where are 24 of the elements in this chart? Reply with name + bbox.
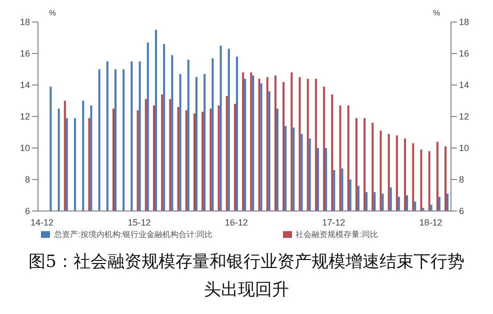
x-tick-label: 18-12 <box>419 217 442 228</box>
y2-tick-label: 14 <box>459 80 470 90</box>
y2-axis-title: % <box>433 8 440 18</box>
y-tick-label: 16 <box>20 48 30 59</box>
y-tick-label: 10 <box>20 143 30 154</box>
y-tick-label: 8 <box>24 174 30 185</box>
y-tick-label: 18 <box>20 17 30 28</box>
y-tick-label: 6 <box>24 206 30 216</box>
text: 图5：社会融资规模存量和银行业资产规模增速结束下行势头出现回升 <box>28 251 466 302</box>
y2-tick-label: 8 <box>459 174 464 185</box>
x-tick-label: 17-12 <box>322 217 346 228</box>
y-tick-label: 14 <box>20 80 30 90</box>
legend-label: 总资产:按境内机构:银行业金融机构合计:同比 <box>54 230 213 239</box>
x-tick-label: 16-12 <box>224 217 248 228</box>
y2-tick-label: 18 <box>459 17 470 28</box>
y2-tick-label: 10 <box>459 143 470 154</box>
y-axis-title: % <box>48 8 56 18</box>
y-tick-label: 12 <box>20 112 30 122</box>
y2-tick-label: 12 <box>459 112 470 122</box>
x-tick-label: 14-12 <box>30 217 54 228</box>
legend-label: 社会融资规模存量:同比 <box>296 230 378 239</box>
y2-tick-label: 16 <box>459 48 470 59</box>
x-tick-label: 15-12 <box>128 217 151 228</box>
y2-tick-label: 6 <box>459 206 464 216</box>
